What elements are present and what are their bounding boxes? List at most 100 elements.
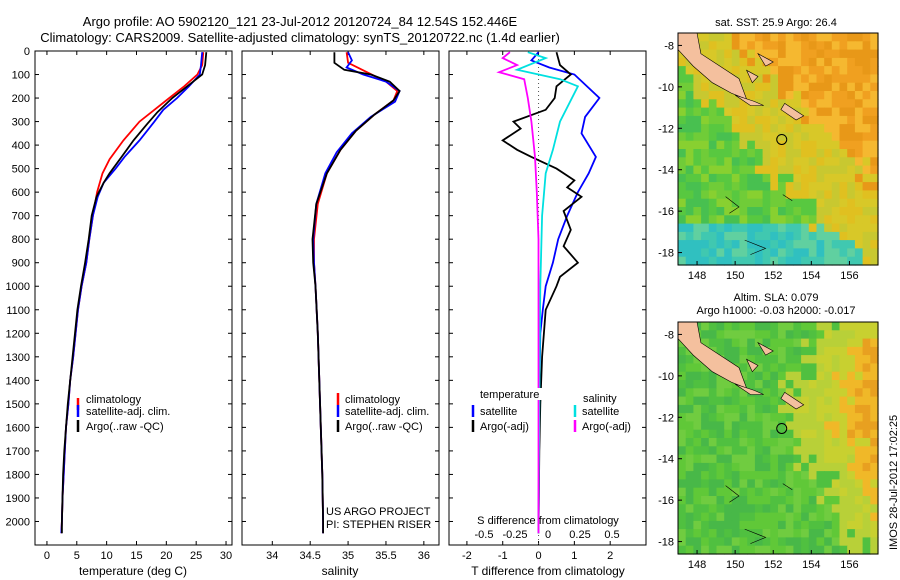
- map-cell: [824, 248, 833, 258]
- map-cell: [870, 198, 879, 208]
- map-cell: [831, 512, 841, 522]
- map-cell: [862, 537, 871, 547]
- map-cell: [716, 446, 725, 456]
- map-cell: [685, 487, 694, 497]
- map-cell: [724, 322, 733, 331]
- map-cell: [778, 91, 787, 100]
- map-cell: [801, 91, 810, 100]
- map-cell: [778, 215, 787, 225]
- map-cell: [739, 124, 748, 133]
- map-cell: [701, 115, 710, 125]
- map-cell: [778, 346, 787, 356]
- map-cell: [785, 240, 794, 249]
- map-cell: [739, 454, 748, 464]
- map-cell: [831, 107, 841, 117]
- map-cell: [801, 107, 810, 117]
- map-cell: [870, 454, 879, 464]
- map-cell: [716, 140, 725, 150]
- map-cell: [862, 107, 871, 117]
- map-cell: [862, 421, 871, 431]
- map-cell: [754, 363, 764, 373]
- map-cell: [762, 537, 771, 547]
- xtick-label: 15: [130, 550, 142, 562]
- map-cell: [816, 438, 825, 447]
- map-cell: [824, 396, 833, 406]
- map-cell: [839, 396, 848, 406]
- land-island: [780, 102, 805, 121]
- map-cell: [716, 57, 725, 67]
- map-cell: [847, 248, 856, 258]
- map-cell: [762, 355, 771, 364]
- map-cell: [839, 462, 848, 472]
- map-cell: [708, 223, 718, 233]
- map-cell: [816, 496, 825, 505]
- map-cell: [778, 115, 787, 125]
- map-cell: [747, 140, 756, 150]
- map-cell: [793, 74, 802, 84]
- map-cell: [739, 74, 748, 84]
- map-cell: [685, 404, 694, 414]
- map-cell: [747, 124, 756, 133]
- map-cell: [862, 115, 871, 125]
- map-cell: [824, 57, 833, 67]
- series-line-climatology: [60, 52, 205, 534]
- map-cell: [693, 512, 702, 522]
- map-cell: [847, 173, 856, 183]
- map-cell: [770, 74, 779, 84]
- map-cell: [770, 338, 779, 348]
- map-cell: [708, 33, 718, 42]
- map-cell: [762, 124, 771, 133]
- map-cell: [754, 404, 764, 414]
- sal-legend-satellite: satellite-adj. clim.: [345, 406, 429, 418]
- ytick-label: 800: [12, 234, 30, 246]
- map-cell: [778, 223, 787, 233]
- series-line-argo: [311, 52, 401, 534]
- map-cell: [793, 355, 802, 364]
- map-cell: [847, 512, 856, 522]
- map-cell: [678, 215, 687, 225]
- map-cell: [716, 429, 725, 439]
- map-cell: [870, 165, 879, 175]
- map-cell: [747, 429, 756, 439]
- map-cell: [693, 355, 702, 364]
- xtick-label: 35.5: [375, 550, 396, 562]
- map-cell: [770, 446, 779, 456]
- map-cell: [770, 223, 779, 233]
- map-cell: [747, 380, 756, 389]
- map-cell: [839, 198, 848, 208]
- map-cell: [701, 396, 710, 406]
- map-cell: [862, 165, 871, 175]
- map-cell: [778, 438, 787, 447]
- ytick-label: 700: [12, 211, 30, 223]
- map-cell: [739, 438, 748, 447]
- map-cell: [870, 462, 879, 472]
- map-cell: [824, 41, 833, 51]
- map-cell: [808, 438, 818, 447]
- map-cell: [854, 322, 864, 331]
- map-cell: [862, 371, 871, 381]
- map-cell: [716, 115, 725, 125]
- map-cell: [793, 173, 802, 183]
- map-cell: [870, 396, 879, 406]
- map-cell: [716, 182, 725, 191]
- map-cell: [816, 355, 825, 364]
- map-cell: [685, 446, 694, 456]
- map-cell: [801, 338, 810, 348]
- map-cell: [816, 462, 825, 472]
- map-cell: [808, 107, 818, 117]
- map-cell: [754, 66, 764, 75]
- map-cell: [847, 545, 856, 555]
- map-cell: [701, 454, 710, 464]
- map-cell: [778, 537, 787, 547]
- map-cell: [793, 182, 802, 191]
- map-cell: [685, 132, 694, 142]
- map-cell: [685, 520, 694, 530]
- map-cell: [678, 182, 687, 191]
- map-cell: [801, 223, 810, 233]
- reef-outline: [782, 194, 793, 202]
- map-cell: [785, 545, 794, 555]
- argo-position-marker: [776, 422, 788, 434]
- map-cell: [754, 107, 764, 117]
- map-cell: [701, 74, 710, 84]
- map-cell: [693, 545, 702, 555]
